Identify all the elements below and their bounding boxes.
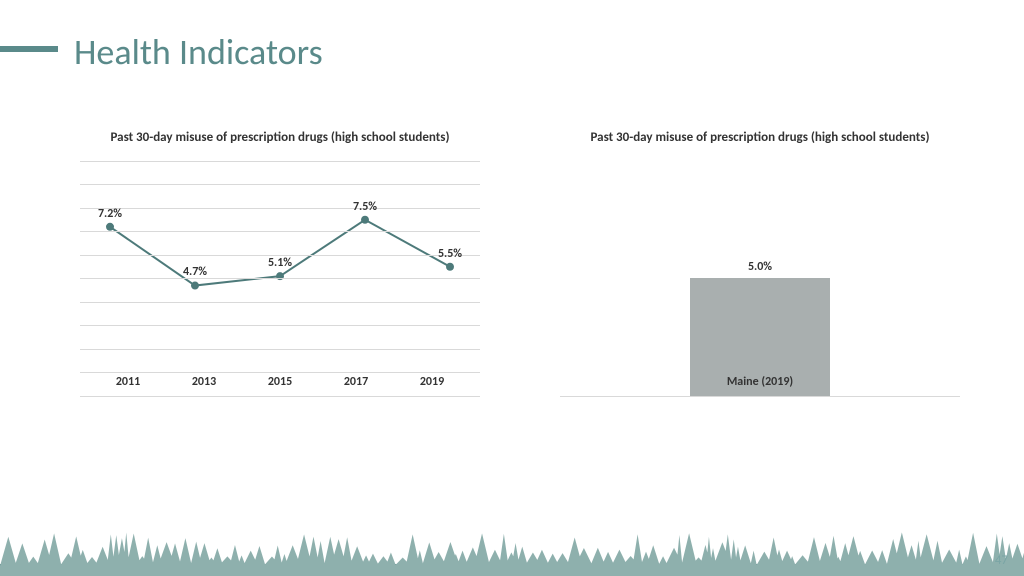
gridline (80, 325, 480, 326)
x-tick: 2019 (394, 375, 470, 389)
treeline-svg (0, 526, 1024, 576)
line-marker (191, 281, 199, 289)
data-label: 4.7% (183, 265, 207, 279)
line-chart: Past 30-day misuse of prescription drugs… (80, 130, 480, 460)
line-marker (446, 263, 454, 271)
data-label: 5.0% (748, 260, 772, 274)
data-label: 5.1% (268, 256, 292, 270)
gridline (80, 184, 480, 185)
line-marker (106, 223, 114, 231)
x-tick: 2017 (318, 375, 394, 389)
bar-chart-plot: 5.0% (560, 161, 960, 396)
line-marker (361, 216, 369, 224)
x-tick: 2013 (166, 375, 242, 389)
gridline (80, 349, 480, 350)
gridline (80, 231, 480, 232)
data-label: 5.5% (438, 247, 462, 261)
bar-chart: Past 30-day misuse of prescription drugs… (560, 130, 960, 460)
data-label: 7.2% (98, 207, 122, 221)
footer-treeline (0, 526, 1024, 576)
treeline-path (0, 532, 1024, 576)
title-accent-bar (0, 46, 58, 52)
gridline (80, 372, 480, 373)
gridline (80, 161, 480, 162)
baseline (560, 396, 960, 397)
x-tick: 2015 (242, 375, 318, 389)
slide: Health Indicators Past 30-day misuse of … (0, 0, 1024, 576)
line-chart-title: Past 30-day misuse of prescription drugs… (80, 130, 480, 147)
x-tick: Maine (2019) (560, 375, 960, 389)
page-title: Health Indicators (74, 30, 323, 74)
x-tick: 2011 (90, 375, 166, 389)
gridline (80, 396, 480, 397)
bar-chart-title: Past 30-day misuse of prescription drugs… (560, 130, 960, 147)
bar-chart-xaxis: Maine (2019) (560, 375, 960, 389)
line-chart-xaxis: 20112013201520172019 (80, 375, 480, 389)
page-number: 47 (995, 553, 1008, 568)
gridline (80, 208, 480, 209)
data-label: 7.5% (353, 200, 377, 214)
line-chart-plot: 7.2% 4.7% 5.1% 7.5% 5.5% (80, 161, 480, 396)
gridline (80, 278, 480, 279)
gridline (80, 302, 480, 303)
